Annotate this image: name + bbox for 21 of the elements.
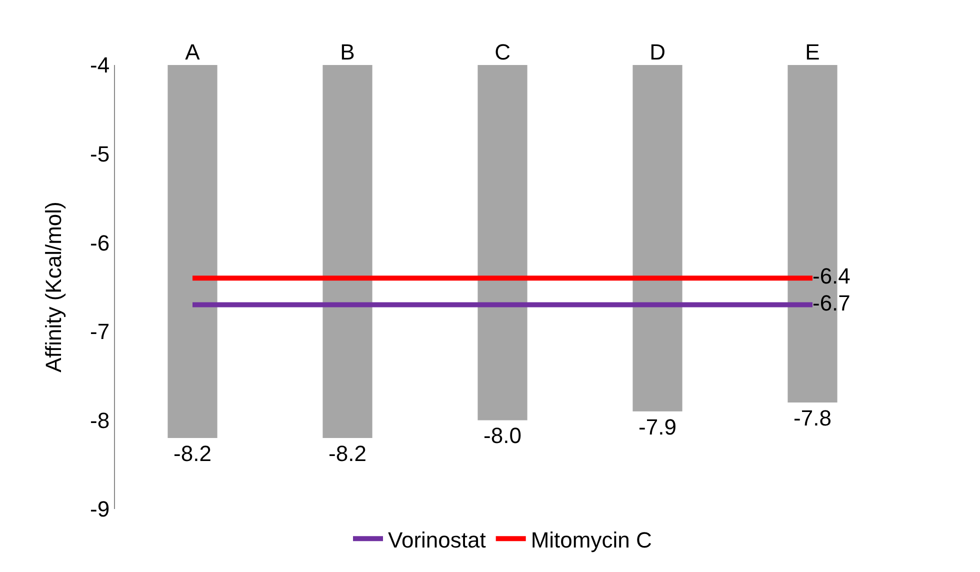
x-tick-label: D [650, 40, 666, 65]
x-tick-label: A [185, 40, 200, 65]
data-label: -7.9 [638, 414, 676, 440]
legend-label: Vorinostat [388, 527, 486, 552]
x-tick-label: E [805, 40, 820, 65]
x-tick-label: C [494, 40, 511, 65]
x-tick-label: B [340, 40, 355, 65]
y-tick-label: -7 [90, 319, 110, 344]
data-label: -8.2 [328, 440, 366, 466]
data-label: -8.0 [484, 423, 522, 448]
data-label: -7.8 [794, 405, 832, 430]
y-tick-label: -6 [90, 230, 110, 256]
y-axis-title: Affinity (Kcal/mol) [41, 202, 66, 372]
y-tick-label: -8 [90, 408, 110, 433]
legend-label: Mitomycin C [530, 527, 652, 552]
y-tick-label: -5 [90, 142, 110, 166]
data-label: -6.4 [812, 264, 850, 289]
data-label: -6.7 [812, 290, 850, 316]
y-tick-label: -9 [90, 496, 110, 522]
data-label: -8.2 [174, 440, 212, 466]
y-tick-label: -4 [90, 52, 110, 78]
